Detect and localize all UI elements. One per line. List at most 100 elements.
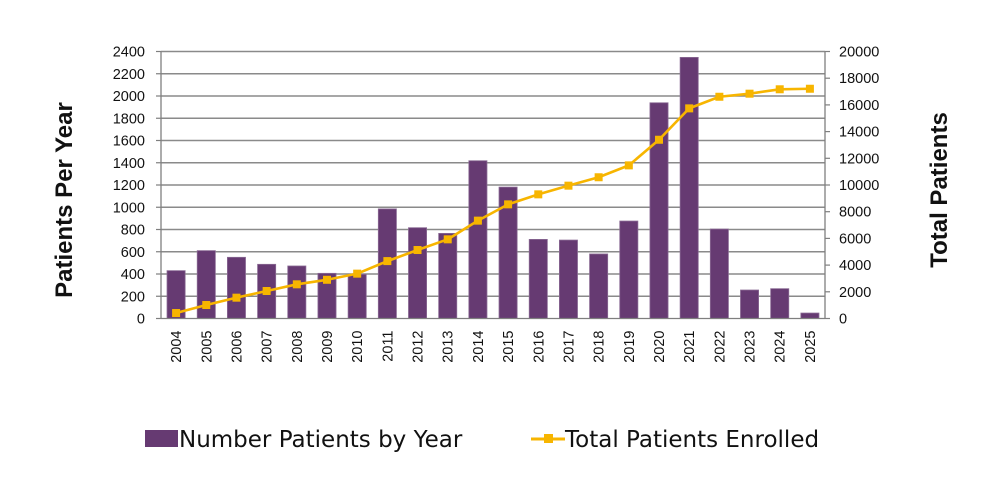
x-axis-tick-label: 2025 bbox=[803, 331, 819, 363]
x-axis-tick-label: 2021 bbox=[682, 331, 698, 363]
line-marker bbox=[685, 104, 694, 113]
left-axis-tick-label: 2200 bbox=[113, 67, 145, 83]
bar bbox=[226, 256, 246, 319]
x-axis-tick-label: 2007 bbox=[260, 331, 276, 363]
line-marker bbox=[473, 216, 482, 225]
left-axis-tick-label: 1200 bbox=[113, 178, 145, 194]
line-marker bbox=[413, 246, 422, 255]
legend-item-bars[interactable]: Number Patients by Year bbox=[145, 427, 463, 453]
x-axis-tick-label: 2019 bbox=[622, 331, 638, 363]
x-axis-tick-label: 2022 bbox=[712, 331, 728, 363]
line-marker bbox=[534, 190, 543, 199]
left-axis-title: Patients Per Year bbox=[51, 102, 78, 298]
left-axis-tick-label: 800 bbox=[121, 223, 145, 239]
right-axis-tick-label: 16000 bbox=[839, 98, 879, 114]
right-axis-title: Total Patients bbox=[926, 112, 953, 268]
legend: Number Patients by Year Total Patients E… bbox=[145, 427, 819, 453]
bar bbox=[740, 289, 759, 319]
x-axis-tick-label: 2020 bbox=[652, 331, 668, 363]
line-marker bbox=[805, 84, 814, 93]
line-marker bbox=[353, 269, 362, 278]
left-axis-tick-label: 600 bbox=[121, 245, 145, 261]
axes bbox=[156, 50, 830, 320]
x-axis-tick-label: 2006 bbox=[229, 331, 245, 363]
x-axis-tick-label: 2013 bbox=[441, 331, 457, 363]
line-marker bbox=[655, 135, 663, 144]
left-axis-tick-label: 400 bbox=[121, 267, 145, 283]
left-axis-tick-label: 1000 bbox=[113, 200, 145, 216]
right-axis-tick-label: 0 bbox=[839, 312, 847, 328]
right-axis-tick-label: 8000 bbox=[839, 205, 871, 221]
left-axis-tick-labels: 0 200 400 600 800 1000 1200 1400 1600 1800 2000 220… bbox=[113, 45, 145, 328]
left-axis-tick-label: 2400 bbox=[113, 45, 145, 61]
x-axis-tick-label: 2017 bbox=[561, 331, 577, 363]
bar bbox=[770, 288, 790, 319]
right-axis-tick-labels: 0 2000 4000 6000 8000 10000 12000 14000 16000 180… bbox=[839, 45, 879, 328]
right-axis-tick-label: 2000 bbox=[839, 285, 871, 301]
x-axis-tick-label: 2009 bbox=[320, 331, 336, 363]
line-marker bbox=[564, 181, 573, 190]
x-axis-tick-label: 2005 bbox=[199, 331, 215, 363]
right-axis-tick-label: 18000 bbox=[839, 71, 879, 87]
line-path bbox=[175, 87, 810, 315]
line-marker bbox=[383, 257, 392, 266]
x-axis-tick-label: 2024 bbox=[773, 331, 789, 363]
left-axis-tick-label: 2000 bbox=[113, 89, 145, 105]
line-series bbox=[172, 84, 814, 318]
line-marker bbox=[745, 89, 754, 98]
legend-item-line[interactable]: Total Patients Enrolled bbox=[531, 427, 819, 453]
line-marker bbox=[202, 301, 211, 310]
line-marker bbox=[262, 286, 271, 295]
line-marker bbox=[504, 200, 513, 209]
line-marker bbox=[292, 280, 301, 289]
x-axis-tick-label: 2016 bbox=[531, 331, 547, 363]
left-axis-tick-label: 1400 bbox=[113, 156, 145, 172]
bar-series bbox=[166, 56, 820, 319]
x-axis-tick-label: 2023 bbox=[743, 331, 759, 363]
bar bbox=[438, 232, 458, 319]
bar bbox=[589, 253, 609, 319]
bar bbox=[679, 56, 699, 319]
x-axis-tick-label: 2010 bbox=[350, 331, 366, 363]
right-axis-tick-label: 10000 bbox=[839, 178, 879, 194]
x-axis-tick-label: 2008 bbox=[290, 331, 306, 363]
x-axis-tick-label: 2004 bbox=[169, 331, 185, 363]
right-axis-tick-label: 6000 bbox=[839, 231, 871, 247]
line-marker bbox=[594, 173, 603, 182]
right-axis-tick-label: 14000 bbox=[839, 125, 879, 141]
legend-line-marker bbox=[544, 434, 553, 443]
line-marker bbox=[172, 309, 181, 318]
left-axis-tick-label: 1600 bbox=[113, 134, 145, 150]
left-axis-tick-label: 0 bbox=[137, 312, 145, 328]
line-marker bbox=[323, 275, 331, 284]
line-marker bbox=[443, 235, 452, 244]
left-axis-tick-label: 1800 bbox=[113, 111, 145, 127]
left-axis-tick-label: 200 bbox=[121, 289, 145, 305]
legend-bar-swatch bbox=[145, 430, 178, 447]
line-marker bbox=[232, 293, 241, 302]
right-axis-tick-label: 12000 bbox=[839, 151, 879, 167]
legend-label-line: Total Patients Enrolled bbox=[564, 427, 819, 453]
right-axis-tick-label: 4000 bbox=[839, 258, 871, 274]
legend-label-bars: Number Patients by Year bbox=[179, 427, 463, 453]
line-marker bbox=[624, 161, 633, 170]
x-axis-tick-label: 2018 bbox=[592, 331, 608, 363]
bar bbox=[619, 220, 639, 319]
x-axis-tick-labels: 2004 2005 2006 2007 2008 2009 2010 2011 2012 2013… bbox=[169, 331, 819, 363]
bar bbox=[800, 312, 820, 319]
bar bbox=[287, 265, 307, 319]
line-marker bbox=[775, 85, 784, 94]
bar bbox=[649, 102, 669, 319]
x-axis-tick-label: 2015 bbox=[501, 331, 517, 363]
bar bbox=[468, 160, 488, 319]
line-marker bbox=[715, 92, 724, 101]
bar bbox=[528, 239, 548, 319]
bar bbox=[559, 239, 578, 319]
bar bbox=[709, 228, 729, 319]
x-axis-tick-label: 2014 bbox=[471, 331, 487, 363]
bar bbox=[408, 227, 427, 319]
x-axis-tick-label: 2011 bbox=[380, 331, 396, 362]
right-axis-tick-label: 20000 bbox=[839, 45, 879, 61]
x-axis-tick-label: 2012 bbox=[411, 331, 427, 363]
